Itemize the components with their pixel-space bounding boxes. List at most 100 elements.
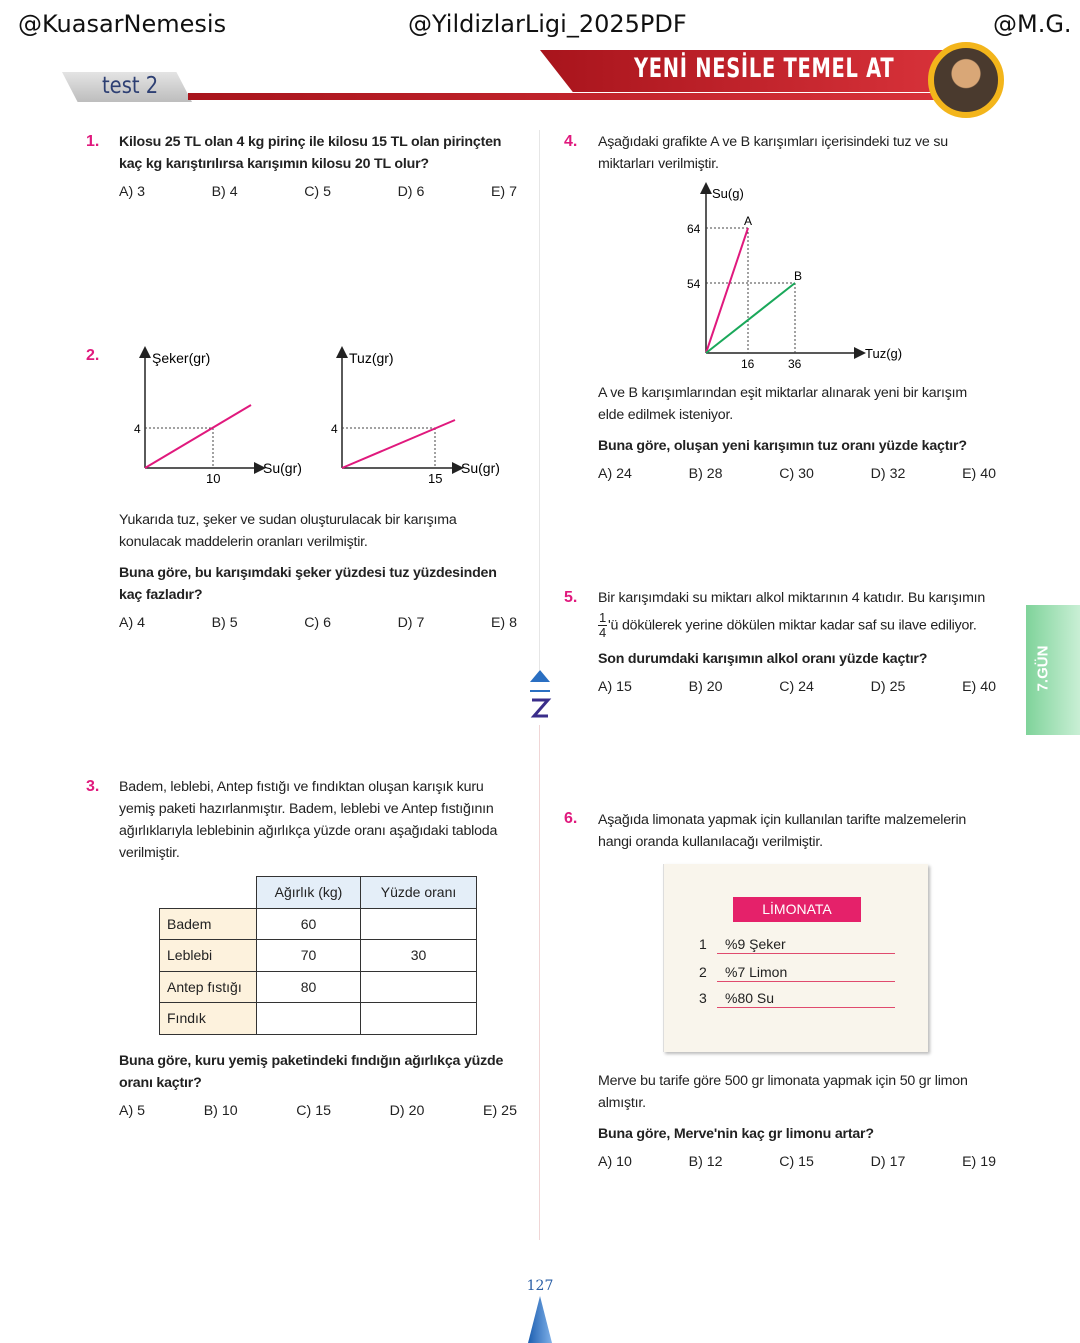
option-e[interactable]: E) 40 <box>962 679 996 695</box>
option-a[interactable]: A) 5 <box>119 1102 146 1119</box>
option-e[interactable]: E) 7 <box>490 184 517 200</box>
option-d[interactable]: D) 25 <box>870 679 906 695</box>
list-item: 3 %80 Su <box>699 990 895 1008</box>
question-text-block: Bir karışımdaki su miktarı alkol miktarı… <box>598 585 996 640</box>
option-a[interactable]: A) 3 <box>119 184 146 200</box>
recipe-title: LİMONATA <box>733 897 861 922</box>
question-3: Badem, leblebi, Antep fıstığı ve fındıkt… <box>119 776 517 1120</box>
option-a[interactable]: A) 4 <box>119 615 146 631</box>
option-c[interactable]: C) 5 <box>304 184 331 200</box>
option-e[interactable]: E) 19 <box>962 1154 996 1170</box>
y-axis-label: Şeker(gr) <box>152 350 210 366</box>
question-text-cont: 'ü dökülerek yerine dökülen miktar kadar… <box>608 617 977 634</box>
y-tick: 4 <box>134 422 141 436</box>
recipe-list: 1 %9 Şeker 2 %7 Limon 3 %80 Su <box>699 936 895 1008</box>
banner-title: YENİ NESİLE TEMEL AT <box>634 53 895 84</box>
question-5: Bir karışımdaki su miktarı alkol miktarı… <box>598 587 996 696</box>
salt-water-graph: Su(g) Tuz(g) 64 54 16 36 A B <box>687 182 902 371</box>
x-tick: 15 <box>428 471 442 486</box>
question-number: 2. <box>86 347 100 364</box>
table-row: Badem 60 <box>159 907 477 940</box>
option-a[interactable]: A) 10 <box>598 1154 632 1170</box>
option-b[interactable]: B) 4 <box>211 184 238 200</box>
sugar-graph: Şeker(gr) Su(gr) 4 10 <box>134 346 302 486</box>
options: A) 24 B) 28 C) 30 D) 32 E) 40 <box>598 465 996 483</box>
table-row: Antep fıstığı 80 <box>159 970 477 1003</box>
watermark-left: @KuasarNemesis <box>18 10 227 38</box>
list-item: 1 %9 Şeker <box>699 936 895 954</box>
option-b[interactable]: B) 5 <box>211 615 238 631</box>
question-prompt: Buna göre, oluşan yeni karışımın tuz ora… <box>598 438 967 454</box>
x-tick: 16 <box>741 357 755 371</box>
line-a <box>705 227 749 354</box>
y-axis-label: Tuz(gr) <box>349 350 394 366</box>
point-a-label: A <box>744 214 752 228</box>
options: A) 3 B) 4 C) 5 D) 6 E) 7 <box>119 183 517 201</box>
point-b-label: B <box>794 269 802 283</box>
day-label: 7.GÜN <box>1034 645 1052 692</box>
day-tab <box>1026 605 1080 735</box>
option-c[interactable]: C) 30 <box>779 466 814 482</box>
y-axis-label: Su(g) <box>712 186 744 201</box>
option-d[interactable]: D) 6 <box>397 184 425 200</box>
option-d[interactable]: D) 17 <box>870 1154 906 1170</box>
x-axis-label: Su(gr) <box>263 460 302 476</box>
x-tick: 36 <box>788 357 802 371</box>
question-prompt: Buna göre, Merve'nin kaç gr limonu artar… <box>598 1126 874 1142</box>
header-percent: Yüzde oranı <box>360 876 477 909</box>
option-c[interactable]: C) 15 <box>779 1154 814 1170</box>
options: A) 15 B) 20 C) 24 D) 25 E) 40 <box>598 678 996 696</box>
question-number: 3. <box>86 778 100 795</box>
watermark-center: @YildizlarLigi_2025PDF <box>408 10 687 38</box>
fraction-denominator: 4 <box>599 625 607 640</box>
option-e[interactable]: E) 25 <box>483 1102 517 1119</box>
option-e[interactable]: E) 8 <box>490 615 517 631</box>
question-text: Kilosu 25 TL olan 4 kg pirinç ile kilosu… <box>119 134 502 172</box>
header-rule <box>188 93 948 100</box>
question-prompt: Son durumdaki karışımın alkol oranı yüzd… <box>598 651 928 667</box>
list-item: 2 %7 Limon <box>699 964 895 982</box>
column-divider <box>539 130 540 670</box>
question-number: 5. <box>564 589 578 606</box>
table-row: Fındık <box>159 1002 477 1035</box>
salt-graph: Tuz(gr) Su(gr) 4 15 <box>331 346 500 486</box>
question-text: Merve bu tarife göre 500 gr limonata yap… <box>598 1073 968 1111</box>
option-b[interactable]: B) 28 <box>688 466 723 482</box>
fraction-numerator: 1 <box>598 610 608 626</box>
question-6: Aşağıda limonata yapmak için kullanılan … <box>598 809 996 1171</box>
option-c[interactable]: C) 24 <box>779 679 814 695</box>
y-tick: 64 <box>687 222 701 236</box>
option-c[interactable]: C) 6 <box>304 615 331 631</box>
publisher-logo-icon <box>530 670 552 718</box>
question-number: 1. <box>86 133 100 150</box>
question-1: Kilosu 25 TL olan 4 kg pirinç ile kilosu… <box>119 131 517 201</box>
option-c[interactable]: C) 15 <box>296 1102 331 1119</box>
column-divider <box>539 725 540 1240</box>
x-axis-label: Su(gr) <box>461 460 500 476</box>
option-a[interactable]: A) 15 <box>598 679 632 695</box>
question-text: Yukarıda tuz, şeker ve sudan oluşturulac… <box>119 512 457 550</box>
option-e[interactable]: E) 40 <box>962 466 996 482</box>
question-2: Şeker(gr) Su(gr) 4 10 Tuz(gr) Su(gr) 4 1… <box>119 340 517 632</box>
option-b[interactable]: B) 12 <box>688 1154 723 1170</box>
sugar-line <box>144 404 252 469</box>
option-a[interactable]: A) 24 <box>598 466 632 482</box>
question-number: 4. <box>564 133 578 150</box>
question-4: Aşağıdaki grafikte A ve B karışımları iç… <box>598 131 996 483</box>
option-d[interactable]: D) 20 <box>389 1102 425 1119</box>
option-d[interactable]: D) 7 <box>397 615 425 631</box>
y-tick: 4 <box>331 422 338 436</box>
option-b[interactable]: B) 10 <box>203 1102 238 1119</box>
question-prompt: Buna göre, kuru yemiş paketindeki fındığ… <box>119 1052 504 1091</box>
question-text: Aşağıda limonata yapmak için kullanılan … <box>598 812 967 850</box>
banner <box>540 50 950 92</box>
mascot-logo <box>928 42 1004 118</box>
question-number: 6. <box>564 810 578 827</box>
question-text: Badem, leblebi, Antep fıstığı ve fındıkt… <box>119 779 498 861</box>
x-tick: 10 <box>206 471 220 486</box>
option-b[interactable]: B) 20 <box>688 679 723 695</box>
header-weight: Ağırlık (kg) <box>256 876 361 909</box>
option-d[interactable]: D) 32 <box>870 466 906 482</box>
page-marker <box>528 1296 552 1343</box>
